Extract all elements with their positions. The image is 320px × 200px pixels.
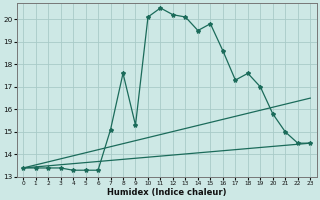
X-axis label: Humidex (Indice chaleur): Humidex (Indice chaleur) bbox=[107, 188, 227, 197]
